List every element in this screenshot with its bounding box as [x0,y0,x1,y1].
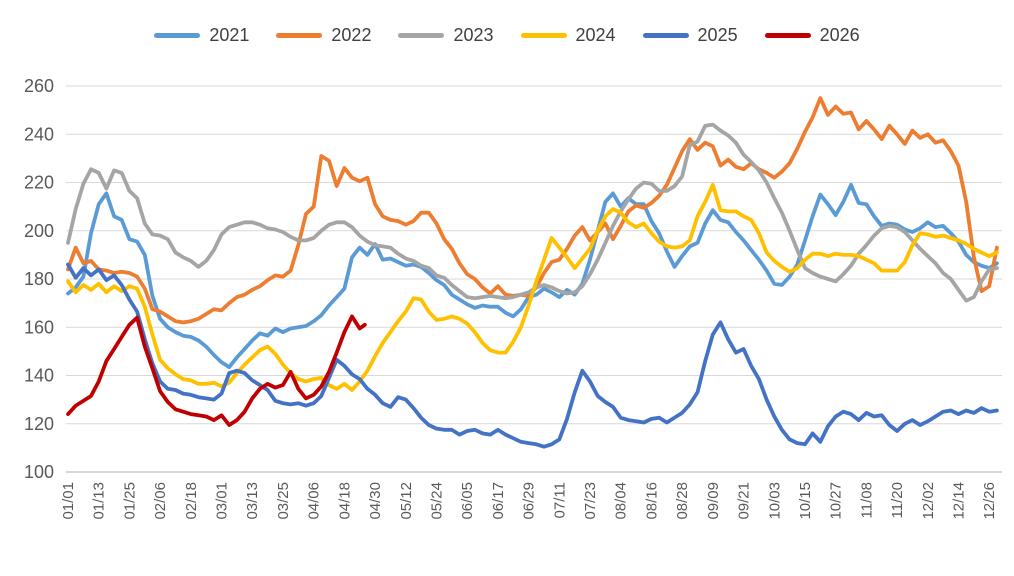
y-tick-label: 260 [24,76,54,96]
legend-swatch-icon [642,32,689,38]
x-tick-label: 03/01 [214,482,231,520]
series-line-2023 [66,122,999,303]
x-tick-label: 08/16 [643,482,660,520]
x-tick-label: 07/11 [551,482,568,518]
legend-swatch-icon [154,32,201,38]
y-tick-label: 200 [24,221,54,241]
series-line-2021 [66,182,999,370]
chart-legend: 2021 2022 2023 2024 2025 2026 [0,26,1014,44]
y-tick-label: 120 [24,414,54,434]
legend-swatch-icon [398,32,445,38]
legend-label: 2021 [209,25,250,45]
series-line-2025 [66,262,999,449]
legend-item-2021: 2021 [154,26,249,44]
y-tick-label: 240 [24,124,54,144]
x-tick-label: 05/12 [398,482,415,520]
x-tick-label: 06/05 [459,482,476,520]
y-tick-label: 140 [24,366,54,386]
x-tick-label: 12/02 [920,482,937,520]
y-tick-label: 220 [24,173,54,193]
legend-item-2024: 2024 [520,25,616,45]
x-tick-label: 12/14 [950,482,967,520]
x-tick-label: 09/21 [736,482,753,520]
x-tick-label: 03/13 [244,482,261,520]
x-tick-label: 06/17 [490,482,507,520]
legend-label: 2023 [453,25,494,45]
y-tick-label: 160 [24,317,54,337]
x-tick-label: 06/29 [521,482,538,520]
x-tick-label: 11/08 [858,482,875,518]
x-tick-label: 10/27 [828,482,845,520]
x-tick-label: 04/06 [306,482,323,520]
legend-swatch-icon [764,32,811,38]
x-tick-label: 01/25 [121,482,138,520]
x-tick-label: 01/01 [60,482,77,520]
x-tick-label: 05/24 [428,482,445,520]
x-tick-label: 10/03 [766,482,783,520]
x-tick-label: 04/30 [367,482,384,520]
legend-swatch-icon [520,32,567,38]
x-tick-label: 10/15 [797,482,814,520]
x-tick-label: 12/26 [981,482,998,520]
x-tick-label: 08/28 [674,482,691,520]
legend-label: 2025 [697,25,738,45]
x-tick-label: 11/20 [889,482,906,518]
x-tick-label: 02/18 [183,482,200,520]
legend-label: 2022 [331,25,372,45]
x-tick-label: 08/04 [613,482,630,520]
legend-item-2023: 2023 [398,25,494,45]
legend-label: 2026 [819,25,860,45]
y-tick-label: 180 [24,269,54,289]
x-tick-label: 07/23 [582,482,599,520]
legend-item-2025: 2025 [642,25,738,45]
x-tick-label: 01/13 [91,482,108,520]
legend-label: 2024 [575,25,616,45]
x-tick-label: 02/06 [152,482,169,520]
x-tick-label: 09/09 [705,482,722,520]
x-tick-label: 03/25 [275,482,292,520]
legend-item-2026: 2026 [764,25,860,45]
series-line-2024 [66,182,999,392]
legend-swatch-icon [276,32,323,38]
legend-item-2022: 2022 [276,26,371,44]
series-line-2026 [66,314,367,427]
x-tick-label: 04/18 [336,482,353,520]
y-tick-label: 100 [24,462,54,482]
